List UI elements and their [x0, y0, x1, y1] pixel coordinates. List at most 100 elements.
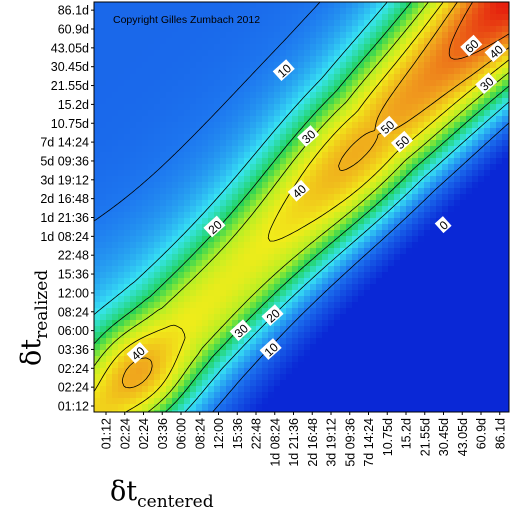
heat-cell	[496, 410, 503, 412]
heat-cell	[142, 38, 149, 45]
heat-cell	[448, 236, 455, 243]
heat-cell	[130, 260, 137, 267]
heat-cell	[106, 122, 113, 129]
heat-cell	[280, 356, 287, 363]
heat-cell	[160, 260, 167, 267]
heat-cell	[292, 248, 299, 255]
heat-cell	[340, 368, 347, 375]
heat-cell	[358, 218, 365, 225]
heat-cell	[292, 302, 299, 309]
heat-cell	[340, 284, 347, 291]
heat-cell	[490, 302, 497, 309]
heat-cell	[154, 398, 161, 405]
heat-cell	[388, 74, 395, 81]
heat-cell	[436, 8, 443, 15]
heat-cell	[226, 362, 233, 369]
heat-cell	[130, 410, 137, 412]
heat-cell	[124, 86, 131, 93]
heat-cell	[190, 50, 197, 57]
heat-cell	[484, 92, 491, 99]
heat-cell	[268, 386, 275, 393]
heat-cell	[256, 86, 263, 93]
heat-cell	[298, 284, 305, 291]
heat-cell	[484, 212, 491, 219]
heat-cell	[442, 158, 449, 165]
heat-cell	[460, 2, 467, 9]
heat-cell	[160, 38, 167, 45]
heat-cell	[130, 170, 137, 177]
heat-cell	[208, 320, 215, 327]
heat-cell	[340, 350, 347, 357]
heat-cell	[196, 140, 203, 147]
heat-cell	[166, 230, 173, 237]
heat-cell	[148, 122, 155, 129]
heat-cell	[364, 296, 371, 303]
heat-cell	[466, 380, 473, 387]
heat-cell	[244, 92, 251, 99]
heat-cell	[418, 170, 425, 177]
heat-cell	[154, 74, 161, 81]
heat-cell	[502, 392, 509, 399]
heat-cell	[286, 392, 293, 399]
heat-cell	[196, 80, 203, 87]
heat-cell	[124, 50, 131, 57]
heat-cell	[232, 314, 239, 321]
heat-cell	[130, 332, 137, 339]
heat-cell	[370, 146, 377, 153]
heat-cell	[190, 302, 197, 309]
heat-cell	[190, 392, 197, 399]
heat-cell	[256, 290, 263, 297]
heat-cell	[364, 2, 371, 9]
heat-cell	[490, 122, 497, 129]
heat-cell	[460, 362, 467, 369]
heat-cell	[310, 224, 317, 231]
heat-cell	[322, 380, 329, 387]
heat-cell	[328, 44, 335, 51]
heat-cell	[214, 116, 221, 123]
heat-cell	[274, 122, 281, 129]
heat-cell	[370, 104, 377, 111]
heat-cell	[154, 164, 161, 171]
heat-cell	[166, 62, 173, 69]
heat-cell	[250, 356, 257, 363]
heat-cell	[172, 32, 179, 39]
heat-cell	[280, 224, 287, 231]
heat-cell	[400, 332, 407, 339]
heat-cell	[298, 356, 305, 363]
heat-cell	[310, 176, 317, 183]
heat-cell	[154, 38, 161, 45]
heat-cell	[418, 146, 425, 153]
heat-cell	[124, 170, 131, 177]
heat-cell	[394, 302, 401, 309]
heat-cell	[124, 236, 131, 243]
heat-cell	[334, 344, 341, 351]
heat-cell	[388, 50, 395, 57]
heat-cell	[490, 296, 497, 303]
contour-label: 30	[475, 72, 498, 95]
heat-cell	[214, 410, 221, 412]
heat-cell	[154, 62, 161, 69]
heat-cell	[406, 14, 413, 21]
heat-cell	[178, 2, 185, 9]
heat-cell	[334, 392, 341, 399]
heat-cell	[496, 92, 503, 99]
heat-cell	[130, 50, 137, 57]
heat-cell	[400, 314, 407, 321]
heat-cell	[148, 170, 155, 177]
heat-cell	[256, 140, 263, 147]
heat-cell	[310, 116, 317, 123]
heat-cell	[232, 20, 239, 27]
heat-cell	[388, 338, 395, 345]
heat-cell	[148, 212, 155, 219]
heat-cell	[118, 332, 125, 339]
heat-cell	[376, 392, 383, 399]
heat-cell	[160, 398, 167, 405]
heat-cell	[484, 386, 491, 393]
heat-cell	[184, 398, 191, 405]
heat-cell	[160, 194, 167, 201]
heat-cell	[370, 332, 377, 339]
heat-cell	[166, 20, 173, 27]
heat-cell	[412, 248, 419, 255]
heat-cell	[142, 122, 149, 129]
heat-cell	[478, 194, 485, 201]
